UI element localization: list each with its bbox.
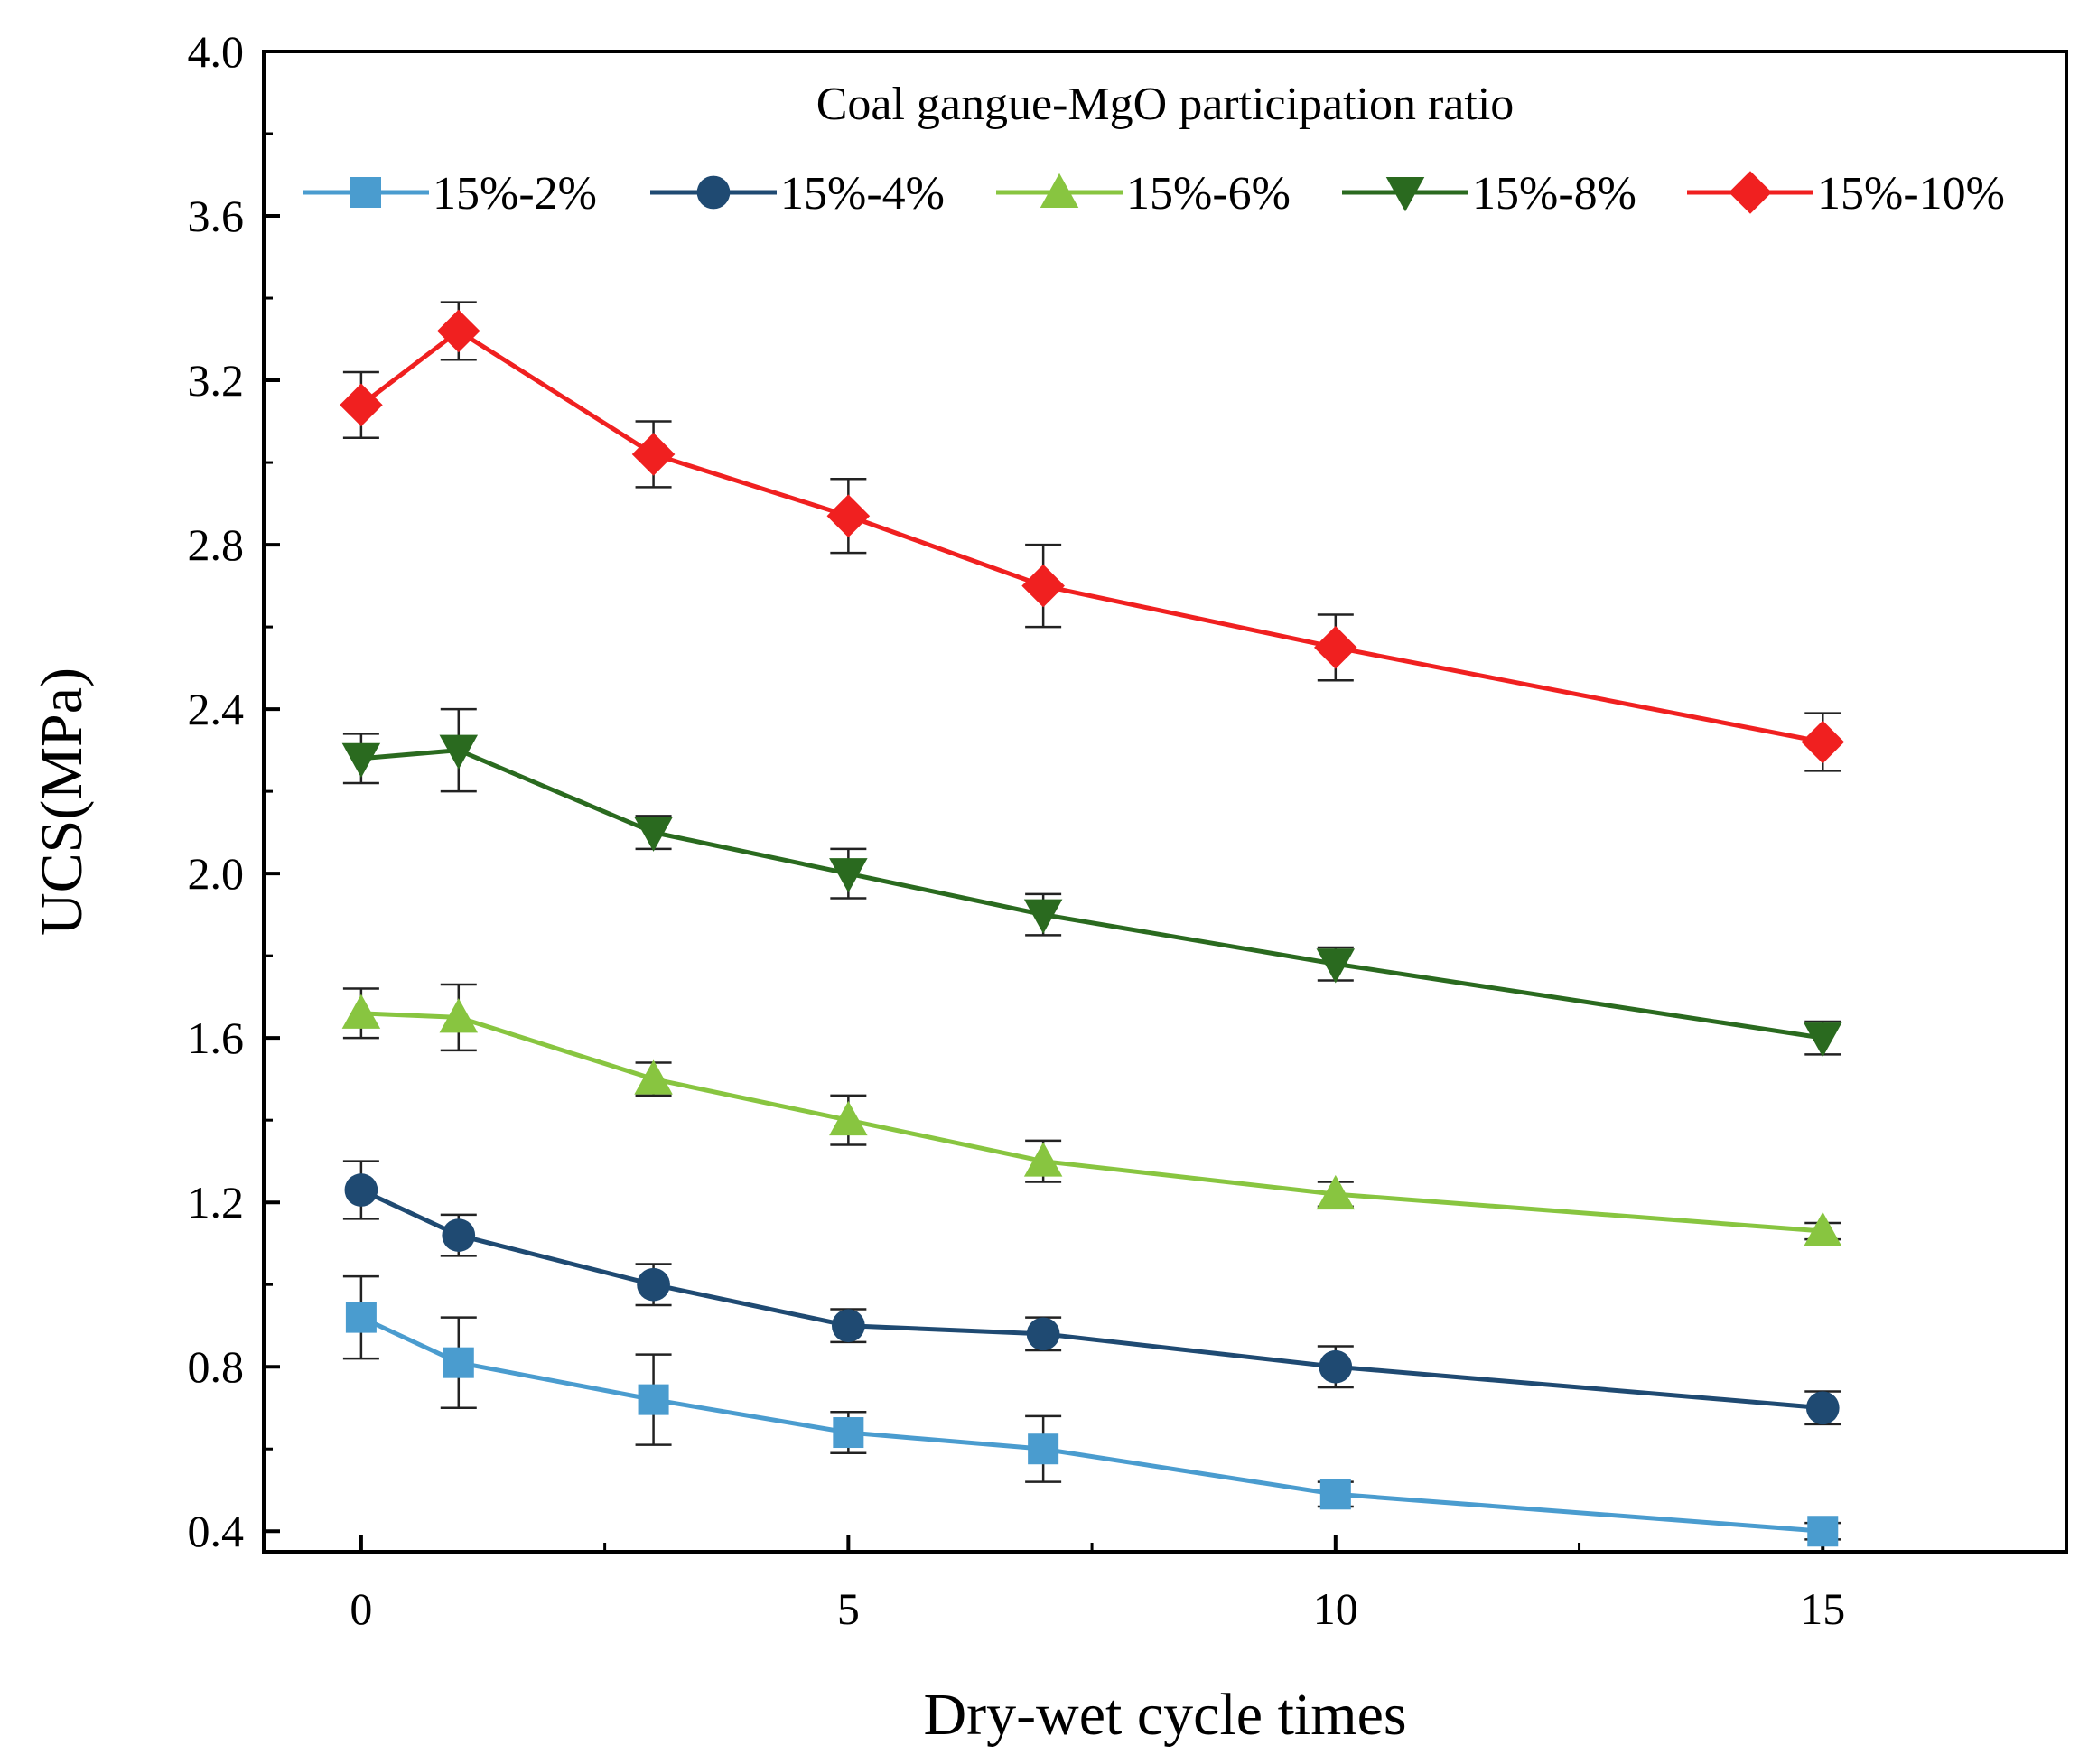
data-point xyxy=(341,994,381,1029)
data-point xyxy=(1314,626,1357,669)
series-line xyxy=(359,1188,1823,1411)
legend-marker xyxy=(1385,177,1425,212)
y-tick-label: 0.8 xyxy=(188,1341,245,1392)
y-tick-label: 3.2 xyxy=(188,355,245,406)
data-point xyxy=(833,1417,864,1449)
series-line xyxy=(360,1011,1823,1234)
legend: Coal gangue-MgO participation ratio 15%-… xyxy=(303,79,2005,219)
series-layer xyxy=(340,301,1845,1547)
data-point xyxy=(1319,1349,1353,1384)
data-point xyxy=(345,1302,377,1333)
legend-title: Coal gangue-MgO participation ratio xyxy=(816,79,1515,130)
data-point xyxy=(340,383,383,427)
legend-item: 15%-10% xyxy=(1687,168,2005,219)
data-point xyxy=(443,1347,474,1378)
data-point xyxy=(634,1059,673,1095)
y-tick-label: 1.6 xyxy=(188,1013,245,1063)
x-tick-label: 0 xyxy=(350,1583,372,1634)
series-15pct-8pct xyxy=(341,707,1842,1058)
data-point xyxy=(439,998,479,1033)
y-tick-label: 2.8 xyxy=(188,519,245,570)
legend-item: 15%-6% xyxy=(996,168,1291,219)
data-point xyxy=(439,734,479,770)
y-tick-label: 3.6 xyxy=(188,191,245,241)
series-line xyxy=(359,1315,1823,1534)
series-line xyxy=(360,748,1823,1041)
data-point xyxy=(1801,720,1845,764)
legend-marker xyxy=(696,175,731,210)
data-point xyxy=(344,1173,378,1207)
y-tick-label: 2.4 xyxy=(188,684,245,734)
data-point xyxy=(436,309,480,353)
data-point xyxy=(831,1309,865,1343)
legend-marker xyxy=(1040,173,1079,208)
legend-marker xyxy=(1729,171,1772,214)
y-tick-label: 0.4 xyxy=(188,1506,245,1556)
series-15pct-6pct xyxy=(341,983,1842,1247)
data-point xyxy=(634,817,673,852)
plot-frame xyxy=(262,50,2068,1554)
data-point xyxy=(1805,1391,1840,1425)
data-point xyxy=(826,494,871,538)
y-axis-title: UCS(MPa) xyxy=(29,667,95,936)
y-tick-label: 1.2 xyxy=(188,1177,245,1227)
legend-item: 15%-8% xyxy=(1342,168,1636,219)
x-tick-label: 5 xyxy=(837,1583,860,1634)
series-15pct-10pct xyxy=(340,301,1845,772)
y-tick-label: 2.0 xyxy=(188,848,245,899)
data-point xyxy=(1316,948,1356,984)
data-point xyxy=(1021,564,1065,608)
data-point xyxy=(638,1384,669,1415)
data-point xyxy=(442,1218,476,1252)
data-point xyxy=(1023,1142,1063,1177)
data-point xyxy=(637,1267,670,1302)
legend-label: 15%-2% xyxy=(433,168,597,219)
data-point xyxy=(829,858,868,893)
legend-label: 15%-4% xyxy=(780,168,945,219)
data-point xyxy=(1804,1211,1842,1247)
y-tick-label: 4.0 xyxy=(188,26,245,77)
data-point xyxy=(829,1100,868,1136)
series-15pct-2pct xyxy=(342,1274,1841,1547)
x-tick-label: 10 xyxy=(1313,1583,1358,1634)
data-point xyxy=(1316,1174,1356,1210)
data-point xyxy=(1026,1317,1060,1351)
data-point xyxy=(631,433,676,476)
legend-item: 15%-4% xyxy=(650,168,945,219)
legend-item: 15%-2% xyxy=(303,168,597,219)
x-tick-label: 15 xyxy=(1800,1583,1845,1634)
data-point xyxy=(341,742,381,778)
legend-label: 15%-8% xyxy=(1472,168,1636,219)
data-point xyxy=(1319,1479,1351,1510)
x-axis-title: Dry-wet cycle times xyxy=(923,1682,1406,1748)
data-point xyxy=(1804,1022,1842,1058)
data-point xyxy=(1023,899,1063,934)
series-15pct-4pct xyxy=(342,1160,1841,1426)
y-axis: 0.4 0.8 1.2 1.6 2.0 2.4 2.8 3.2 3.6 4.0 xyxy=(188,26,280,1556)
data-point xyxy=(1807,1516,1839,1547)
legend-marker xyxy=(350,177,381,208)
data-point xyxy=(1028,1433,1059,1465)
legend-label: 15%-6% xyxy=(1126,168,1291,219)
series-line xyxy=(359,328,1823,744)
legend-label: 15%-10% xyxy=(1817,168,2005,219)
